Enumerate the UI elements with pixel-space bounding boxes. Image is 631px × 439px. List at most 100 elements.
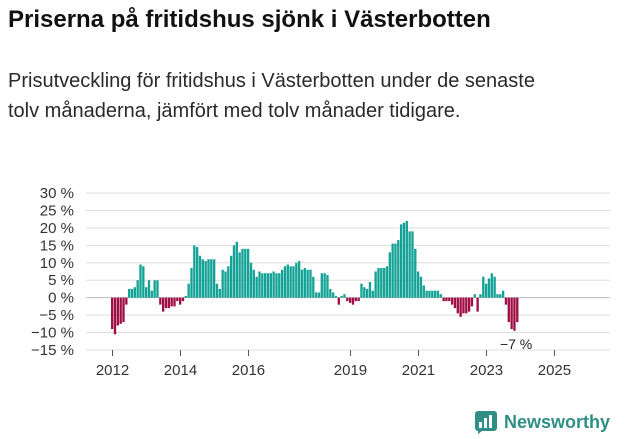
bar xyxy=(136,280,139,298)
bar xyxy=(479,294,482,298)
bar xyxy=(280,269,284,298)
bar xyxy=(119,297,122,324)
bar xyxy=(374,271,377,298)
bar xyxy=(261,273,264,298)
y-tick-label: 15 % xyxy=(40,237,74,254)
bar xyxy=(490,273,493,298)
bar xyxy=(331,292,335,298)
bar xyxy=(459,297,462,317)
bar xyxy=(431,290,434,298)
bar xyxy=(496,294,499,298)
bar xyxy=(181,297,185,302)
bar xyxy=(176,297,179,302)
bar xyxy=(408,231,411,298)
bar xyxy=(286,264,289,298)
x-tick-label: 2019 xyxy=(334,362,367,379)
y-tick-label: 10 % xyxy=(40,255,74,272)
bar xyxy=(351,297,355,305)
bar xyxy=(329,288,332,298)
bar xyxy=(482,276,485,298)
bar xyxy=(343,294,346,298)
bar xyxy=(269,273,272,298)
y-tick-label: −10 % xyxy=(31,325,74,342)
bar xyxy=(450,297,454,305)
bar xyxy=(201,259,204,298)
y-axis-ticks: −15 %−10 %−5 %0 %5 %10 %15 %20 %25 %30 % xyxy=(31,185,74,359)
bar xyxy=(425,290,428,298)
bar xyxy=(371,290,374,298)
bar xyxy=(187,283,190,298)
bar xyxy=(419,276,423,298)
bar xyxy=(212,259,216,298)
bar xyxy=(354,297,357,302)
bar xyxy=(391,243,394,298)
bar xyxy=(402,222,406,298)
bar xyxy=(266,273,270,298)
bar xyxy=(346,297,349,302)
bar xyxy=(210,259,213,298)
bar xyxy=(164,297,168,309)
bar xyxy=(416,271,420,298)
bar xyxy=(127,288,131,298)
x-tick-label: 2014 xyxy=(164,362,197,379)
bar xyxy=(380,268,383,298)
bar xyxy=(275,273,278,298)
bar xyxy=(462,297,465,314)
bar xyxy=(510,297,513,330)
bar xyxy=(204,261,207,298)
newsworthy-logo: Newsworthy xyxy=(474,408,624,436)
bar xyxy=(167,297,170,309)
y-tick-label: −5 % xyxy=(39,307,74,324)
bar xyxy=(224,271,227,298)
bar xyxy=(513,297,516,331)
newsworthy-logo-icon xyxy=(475,411,497,434)
bar xyxy=(465,297,468,314)
bar xyxy=(326,274,329,298)
x-axis-ticks: 2012 2014 2016 2019 2021 2023 2025 xyxy=(96,350,571,379)
bar xyxy=(314,292,318,298)
bar xyxy=(309,269,312,298)
bar xyxy=(422,285,425,298)
bar xyxy=(156,280,159,298)
bar xyxy=(516,297,519,323)
bar xyxy=(292,266,295,298)
bar xyxy=(170,297,173,307)
bar xyxy=(111,297,114,330)
bar-chart: −15 %−10 %−5 %0 %5 %10 %15 %20 %25 %30 %… xyxy=(31,185,610,379)
bar xyxy=(249,262,253,298)
y-tick-label: 25 % xyxy=(40,202,74,219)
brand-name: Newsworthy xyxy=(504,411,611,432)
bar xyxy=(442,297,445,302)
bar xyxy=(215,283,219,298)
bar xyxy=(227,266,230,298)
bar xyxy=(388,252,391,298)
bar xyxy=(448,297,451,302)
annotations: −7 % xyxy=(500,336,532,352)
bar xyxy=(385,266,389,298)
bar xyxy=(221,269,224,298)
bar xyxy=(445,297,448,302)
bar xyxy=(368,281,372,298)
last-value-label: −7 % xyxy=(500,336,532,352)
bar xyxy=(235,241,238,298)
chart-title: Priserna på fritidshus sjönk i Västerbot… xyxy=(8,6,491,33)
bar xyxy=(377,268,380,298)
bar xyxy=(139,264,142,298)
bar xyxy=(195,247,199,298)
bar xyxy=(178,297,182,305)
bar xyxy=(190,268,193,298)
bar xyxy=(399,224,403,298)
bar xyxy=(382,268,386,298)
bar xyxy=(320,273,323,298)
bar xyxy=(363,287,366,298)
bar xyxy=(255,276,258,298)
bar xyxy=(476,297,479,312)
x-tick-label: 2012 xyxy=(96,362,129,379)
bar xyxy=(241,248,244,298)
bar xyxy=(142,266,145,298)
bar xyxy=(501,290,505,298)
bar xyxy=(303,268,306,298)
bar xyxy=(473,294,476,298)
y-tick-label: 0 % xyxy=(48,290,74,307)
bar xyxy=(244,248,247,298)
